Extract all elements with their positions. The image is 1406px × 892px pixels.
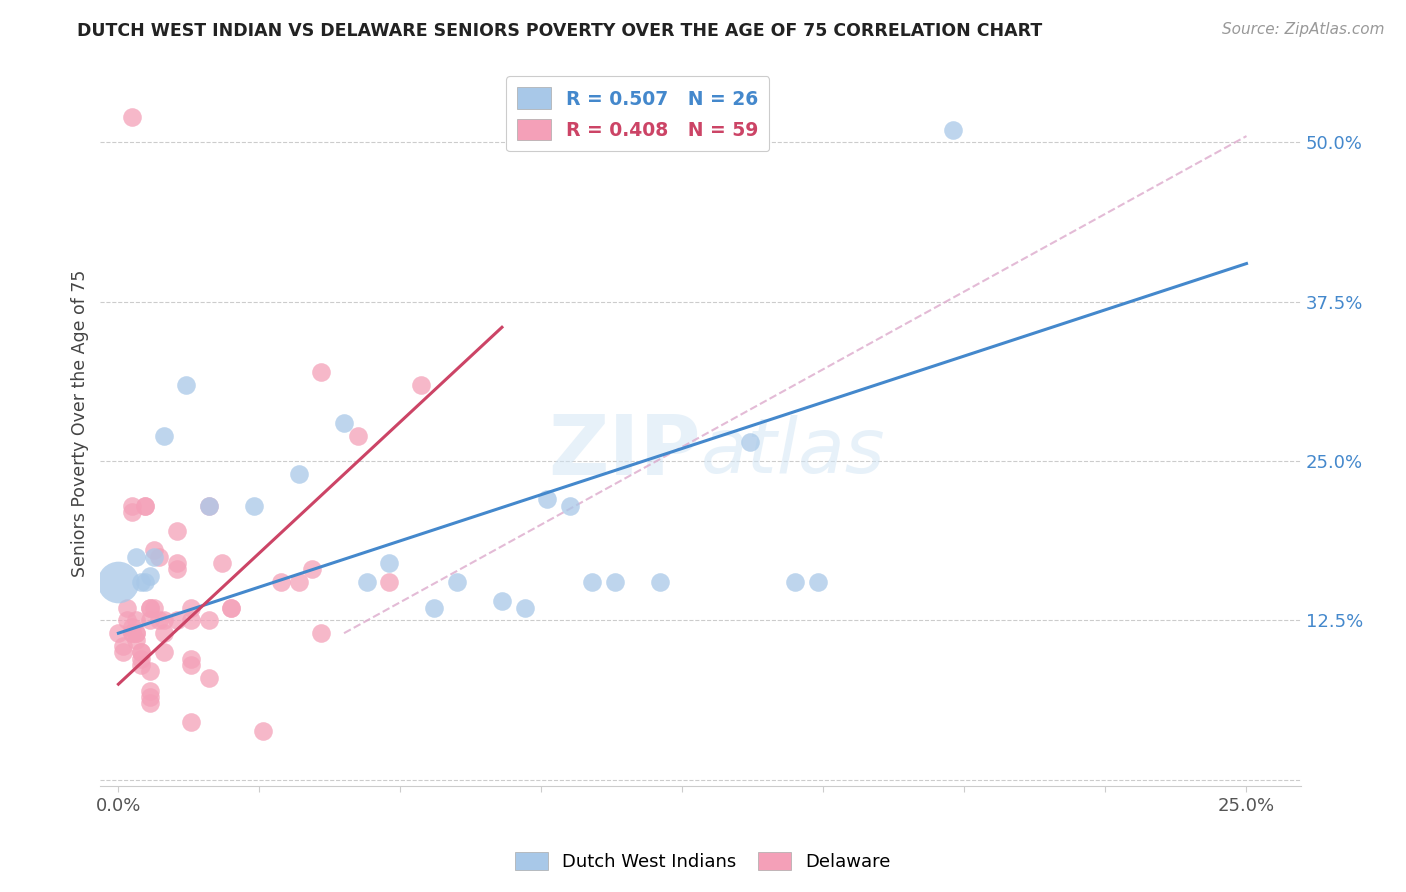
Point <box>378 556 401 570</box>
Point <box>121 110 143 124</box>
Point <box>139 683 162 698</box>
Y-axis label: Seniors Poverty Over the Age of 75: Seniors Poverty Over the Age of 75 <box>72 269 89 576</box>
Point <box>139 690 162 704</box>
Point <box>148 549 170 564</box>
Point <box>129 645 152 659</box>
Point <box>125 626 148 640</box>
Point <box>117 614 139 628</box>
Point <box>311 626 333 640</box>
Point <box>134 575 156 590</box>
Point <box>942 122 965 136</box>
Point <box>333 416 356 430</box>
Point <box>423 600 446 615</box>
Point <box>197 671 219 685</box>
Point <box>125 626 148 640</box>
Point <box>648 575 671 590</box>
Point <box>125 614 148 628</box>
Point <box>242 499 264 513</box>
Point <box>346 428 368 442</box>
Legend: R = 0.507   N = 26, R = 0.408   N = 59: R = 0.507 N = 26, R = 0.408 N = 59 <box>506 76 769 152</box>
Point <box>121 626 143 640</box>
Point <box>139 696 162 710</box>
Point <box>152 645 174 659</box>
Point <box>252 724 274 739</box>
Point <box>356 575 378 590</box>
Point <box>125 632 148 647</box>
Point <box>152 614 174 628</box>
Point <box>129 645 152 659</box>
Point <box>180 715 202 730</box>
Point <box>129 651 152 665</box>
Point <box>107 575 129 590</box>
Point <box>446 575 468 590</box>
Point <box>143 543 166 558</box>
Point <box>121 620 143 634</box>
Point <box>180 600 202 615</box>
Text: ZIP: ZIP <box>548 411 700 492</box>
Text: DUTCH WEST INDIAN VS DELAWARE SENIORS POVERTY OVER THE AGE OF 75 CORRELATION CHA: DUTCH WEST INDIAN VS DELAWARE SENIORS PO… <box>77 22 1043 40</box>
Point <box>121 499 143 513</box>
Text: atlas: atlas <box>700 415 884 489</box>
Point <box>785 575 807 590</box>
Point <box>107 626 129 640</box>
Point <box>219 600 242 615</box>
Point <box>288 575 311 590</box>
Point <box>409 377 432 392</box>
Point <box>219 600 242 615</box>
Point <box>121 505 143 519</box>
Point <box>143 549 166 564</box>
Point <box>139 600 162 615</box>
Point <box>378 575 401 590</box>
Point <box>134 499 156 513</box>
Point <box>536 492 558 507</box>
Point <box>180 614 202 628</box>
Point <box>129 575 152 590</box>
Point <box>174 377 197 392</box>
Point <box>121 626 143 640</box>
Point <box>139 569 162 583</box>
Point <box>491 594 513 608</box>
Point <box>740 435 762 450</box>
Point <box>125 549 148 564</box>
Point <box>134 499 156 513</box>
Point <box>180 658 202 673</box>
Text: Source: ZipAtlas.com: Source: ZipAtlas.com <box>1222 22 1385 37</box>
Point <box>166 524 188 539</box>
Point <box>180 651 202 665</box>
Point <box>211 556 233 570</box>
Point <box>311 365 333 379</box>
Point <box>513 600 536 615</box>
Point <box>111 639 134 653</box>
Point <box>139 600 162 615</box>
Point <box>301 562 323 576</box>
Point <box>288 467 311 481</box>
Point <box>152 428 174 442</box>
Point <box>558 499 581 513</box>
Point <box>270 575 292 590</box>
Point <box>197 499 219 513</box>
Point <box>166 562 188 576</box>
Point <box>197 499 219 513</box>
Point <box>129 658 152 673</box>
Point <box>117 600 139 615</box>
Point <box>581 575 603 590</box>
Legend: Dutch West Indians, Delaware: Dutch West Indians, Delaware <box>508 845 898 879</box>
Point <box>148 614 170 628</box>
Point <box>139 614 162 628</box>
Point <box>807 575 830 590</box>
Point <box>166 556 188 570</box>
Point <box>111 645 134 659</box>
Point <box>152 626 174 640</box>
Point <box>139 665 162 679</box>
Point <box>197 614 219 628</box>
Point <box>603 575 626 590</box>
Point <box>166 614 188 628</box>
Point <box>143 600 166 615</box>
